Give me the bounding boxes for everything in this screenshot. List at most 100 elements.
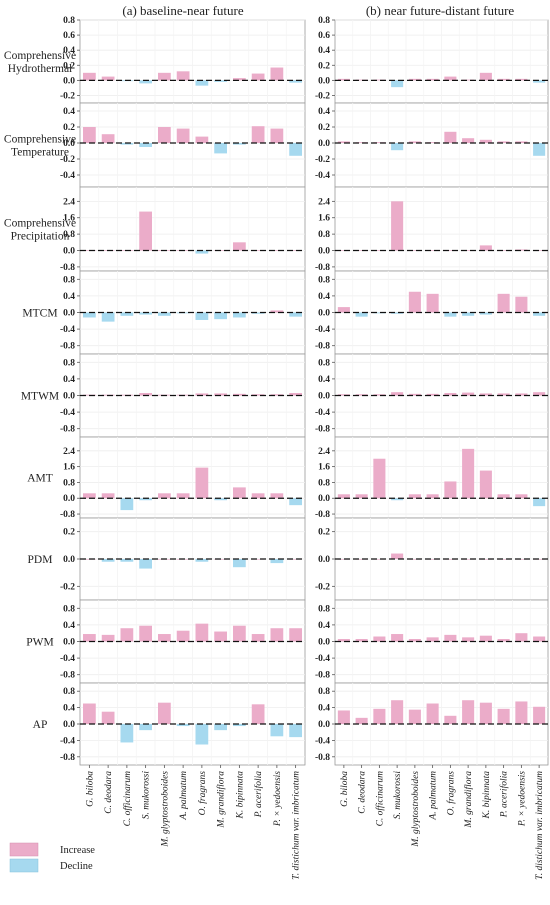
tick-label: 0.4 bbox=[318, 107, 330, 117]
legend-increase-label: Increase bbox=[60, 845, 95, 856]
tick-label: -0.8 bbox=[60, 342, 75, 352]
bar bbox=[426, 703, 439, 724]
bar bbox=[83, 127, 96, 143]
bar bbox=[426, 142, 439, 143]
bar bbox=[515, 633, 528, 642]
tick-label: 0.8 bbox=[318, 230, 330, 240]
tick-label: 0.4 bbox=[63, 375, 75, 385]
tick-label: -0.2 bbox=[315, 91, 330, 101]
bar bbox=[373, 708, 386, 724]
bar bbox=[391, 312, 404, 314]
bar bbox=[408, 559, 421, 560]
bar bbox=[355, 559, 368, 560]
legend-decline-swatch bbox=[9, 858, 39, 873]
tick-label: -0.2 bbox=[60, 582, 75, 592]
category-label: P. × yedoensis bbox=[273, 771, 283, 827]
bar bbox=[337, 141, 350, 143]
bar bbox=[195, 136, 209, 143]
bar bbox=[337, 307, 350, 313]
bar bbox=[270, 67, 284, 81]
bar bbox=[251, 493, 265, 499]
tick-label: 0.2 bbox=[63, 528, 75, 538]
tick-label: 0.2 bbox=[318, 123, 330, 133]
bar bbox=[515, 559, 528, 560]
panel-b-row-8: 0.8 0.4 0.0 -0.4 -0.8 bbox=[315, 599, 549, 686]
panel-a-row-6: 2.4 1.6 0.8 0.0 -0.8 bbox=[60, 436, 306, 521]
bar bbox=[497, 639, 510, 642]
tick-label: -0.4 bbox=[60, 654, 75, 664]
category-label: C. officinarum bbox=[374, 771, 385, 827]
row-label: Temperature bbox=[11, 147, 69, 159]
bar bbox=[337, 250, 350, 251]
tick-label: 0.0 bbox=[63, 247, 75, 257]
tick-label: 0.4 bbox=[318, 46, 330, 56]
tick-label: 0.0 bbox=[318, 139, 330, 149]
bar bbox=[337, 494, 350, 499]
row-label: MTWM bbox=[21, 391, 59, 403]
row-label: Precipitation bbox=[11, 231, 70, 243]
tick-label: 0.0 bbox=[63, 494, 75, 504]
tick-label: 0.4 bbox=[318, 375, 330, 385]
bar bbox=[233, 559, 246, 568]
tick-label: 0.0 bbox=[63, 139, 75, 149]
tick-label: -0.8 bbox=[315, 263, 330, 273]
bar bbox=[515, 494, 528, 499]
panel-b-title: (b) near future-distant future bbox=[366, 3, 515, 18]
category-label: M. grandiflora bbox=[216, 771, 227, 829]
bar bbox=[408, 250, 421, 251]
tick-label: -0.4 bbox=[60, 408, 75, 418]
bar bbox=[497, 78, 510, 81]
tick-label: 0.8 bbox=[63, 358, 75, 368]
bar bbox=[270, 724, 284, 737]
bar bbox=[408, 141, 421, 143]
bar bbox=[479, 312, 492, 315]
tick-label: -0.4 bbox=[315, 654, 330, 664]
bar bbox=[355, 494, 368, 499]
panel-a-row-9: 0.8 0.4 0.0 -0.4 -0.8 bbox=[60, 682, 306, 768]
bar bbox=[289, 393, 302, 396]
tick-label: 0.0 bbox=[318, 76, 330, 86]
bar bbox=[195, 724, 209, 745]
bar bbox=[270, 250, 284, 251]
bar bbox=[101, 312, 115, 322]
tick-label: 2.4 bbox=[63, 197, 75, 207]
panel-b-row-7: 0.2 0.0 -0.2 bbox=[315, 517, 549, 603]
tick-label: 1.6 bbox=[318, 214, 330, 224]
bar bbox=[289, 143, 302, 156]
tick-label: -0.8 bbox=[60, 753, 75, 763]
tick-label: 0.6 bbox=[318, 31, 330, 41]
tick-label: 0.8 bbox=[318, 687, 330, 697]
bar bbox=[251, 394, 265, 396]
bar bbox=[355, 639, 368, 642]
tick-label: -0.8 bbox=[60, 425, 75, 435]
bar bbox=[515, 393, 528, 396]
tick-label: -0.2 bbox=[315, 582, 330, 592]
bar bbox=[289, 559, 302, 560]
bar bbox=[251, 704, 265, 724]
bar bbox=[515, 249, 528, 251]
bar bbox=[101, 493, 115, 499]
tick-label: -0.8 bbox=[315, 342, 330, 352]
bar bbox=[270, 559, 284, 564]
tick-label: 0.8 bbox=[63, 478, 75, 488]
bar bbox=[391, 634, 404, 642]
panel-b-row-9: 0.8 0.4 0.0 -0.4 -0.8 bbox=[315, 682, 549, 768]
bar bbox=[233, 242, 246, 251]
bar bbox=[158, 634, 171, 642]
bar bbox=[289, 250, 302, 251]
tick-label: 0.8 bbox=[63, 687, 75, 697]
category-label: P. acerifolia bbox=[499, 771, 510, 819]
tick-label: 0.0 bbox=[318, 494, 330, 504]
bar bbox=[251, 73, 265, 81]
tick-label: 0.0 bbox=[63, 720, 75, 730]
tick-label: 2.4 bbox=[318, 447, 330, 457]
tick-label: 0.4 bbox=[63, 704, 75, 714]
bar bbox=[533, 250, 546, 251]
category-label: C. deodara bbox=[358, 771, 368, 814]
bar bbox=[101, 559, 115, 562]
tick-label: -0.8 bbox=[60, 263, 75, 273]
tick-label: 0.8 bbox=[318, 16, 330, 26]
tick-label: 0.8 bbox=[63, 604, 75, 614]
tick-label: -0.4 bbox=[315, 736, 330, 746]
bar bbox=[462, 312, 475, 316]
